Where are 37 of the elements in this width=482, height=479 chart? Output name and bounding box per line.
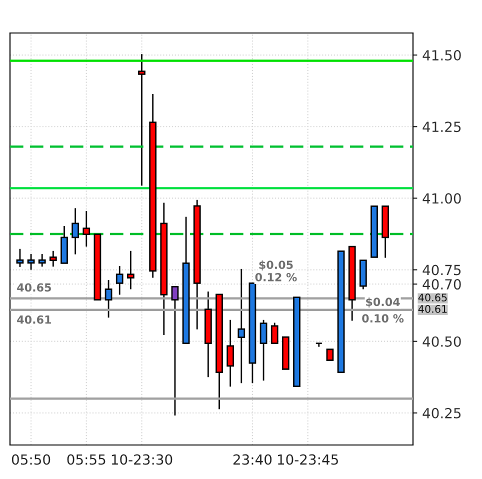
candlestick [116,265,124,296]
candlestick [138,53,146,186]
candlestick [27,253,35,270]
x-tick-label: 23:40 [233,454,272,465]
candlestick [315,342,323,348]
x-tick-label: 10-23:30 [112,454,172,465]
annotation: 0.10 % [362,314,404,323]
candlestick [38,253,46,268]
ref-line-label: 40.61 [418,305,447,313]
annotation: 40.61 [17,315,51,324]
candlestick [238,268,246,384]
candlestick [260,319,268,382]
y-tick-label: 41.00 [422,193,461,204]
candlestick [226,319,234,388]
annotation: 40.65 [17,283,51,292]
annotation: $0.04 [366,297,400,308]
candlestick [49,250,57,268]
x-tick-label: 05:55 [67,454,106,465]
x-tick-label: 05:50 [12,454,50,465]
candlestick [171,286,179,416]
y-tick-label: 40.75 [422,264,461,276]
annotation: $0.05 [259,260,293,270]
y-tick-label: 40.70 [422,279,461,290]
candlestick [16,248,24,268]
candlestick [82,210,90,248]
candlestick [72,208,80,256]
candlestick [126,250,134,290]
candlestick [326,348,334,361]
y-tick-label: 41.25 [422,122,461,132]
candlestick [104,279,112,318]
y-tick-label: 41.50 [422,50,461,61]
y-tick-label: 40.25 [422,408,461,418]
ref-line-label: 40.65 [418,294,447,302]
y-tick-label: 40.50 [422,336,461,347]
annotation: 0.12 % [255,272,297,282]
x-tick-label: 10-23:45 [278,454,338,465]
candlestick [270,322,278,344]
